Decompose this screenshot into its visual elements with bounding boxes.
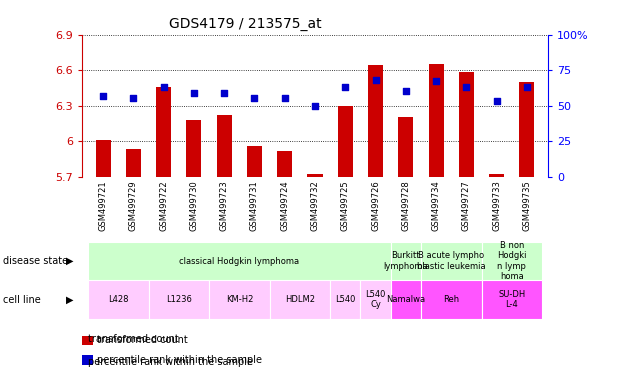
Text: L1236: L1236 [166,295,192,304]
Point [249,95,260,101]
FancyBboxPatch shape [421,280,481,319]
Point [159,84,169,90]
Text: GSM499730: GSM499730 [190,180,198,231]
FancyBboxPatch shape [391,242,421,280]
FancyBboxPatch shape [88,242,391,280]
FancyBboxPatch shape [391,280,421,319]
FancyBboxPatch shape [421,242,481,280]
Text: B non
Hodgki
n lymp
homa: B non Hodgki n lymp homa [497,241,527,281]
Text: GSM499728: GSM499728 [401,180,410,231]
FancyBboxPatch shape [270,280,330,319]
Text: L540: L540 [335,295,355,304]
Point [461,84,471,90]
FancyBboxPatch shape [481,280,542,319]
Text: cell line: cell line [3,295,41,305]
Bar [398,118,413,177]
Text: GSM499733: GSM499733 [492,180,501,231]
FancyBboxPatch shape [360,280,391,319]
Text: ▶: ▶ [66,295,73,305]
Text: L428: L428 [108,295,129,304]
Point [98,93,108,99]
Bar [428,64,444,177]
Text: GSM499724: GSM499724 [280,180,289,230]
FancyBboxPatch shape [149,280,209,319]
Bar [186,120,202,177]
Bar [247,146,262,177]
Bar [338,106,353,177]
Text: GSM499732: GSM499732 [311,180,319,231]
Text: transformed count: transformed count [88,334,179,344]
Bar [217,115,232,177]
Point [431,78,441,84]
Text: percentile rank within the sample: percentile rank within the sample [88,357,253,367]
Text: KM-H2: KM-H2 [226,295,253,304]
Text: GSM499729: GSM499729 [129,180,138,230]
Point [401,88,411,94]
Point [310,103,320,109]
Bar [519,82,534,177]
Text: GSM499723: GSM499723 [220,180,229,231]
Point [129,95,139,101]
FancyBboxPatch shape [209,280,270,319]
Bar [307,174,323,177]
Point [522,84,532,90]
Text: percentile rank within the sample: percentile rank within the sample [97,355,262,365]
Text: GSM499726: GSM499726 [371,180,380,231]
Bar [82,336,93,345]
Text: GSM499727: GSM499727 [462,180,471,231]
Point [340,84,350,90]
Bar [82,356,93,365]
Point [280,95,290,101]
Text: HDLM2: HDLM2 [285,295,315,304]
Text: GSM499735: GSM499735 [522,180,532,231]
Text: GSM499725: GSM499725 [341,180,350,230]
Text: Burkitt
lymphoma: Burkitt lymphoma [384,252,428,271]
Bar [156,87,171,177]
FancyBboxPatch shape [88,280,149,319]
Title: GDS4179 / 213575_at: GDS4179 / 213575_at [169,17,321,31]
Text: transformed count: transformed count [97,335,188,345]
Text: GSM499722: GSM499722 [159,180,168,230]
Text: GSM499721: GSM499721 [98,180,108,230]
Text: GSM499734: GSM499734 [432,180,440,231]
Text: disease state: disease state [3,256,68,266]
Point [370,77,381,83]
Bar [368,65,383,177]
FancyBboxPatch shape [330,280,360,319]
Bar [96,140,111,177]
Text: Reh: Reh [443,295,459,304]
Text: Namalwa: Namalwa [386,295,425,304]
Text: SU-DH
L-4: SU-DH L-4 [498,290,525,309]
Text: B acute lympho
blastic leukemia: B acute lympho blastic leukemia [417,252,486,271]
Text: classical Hodgkin lymphoma: classical Hodgkin lymphoma [180,257,299,266]
Point [189,90,199,96]
Point [219,90,229,96]
Point [491,98,501,104]
Bar [489,174,504,177]
FancyBboxPatch shape [481,242,542,280]
Bar [277,151,292,177]
Text: L540
Cy: L540 Cy [365,290,386,309]
Text: GSM499731: GSM499731 [250,180,259,231]
Bar [126,149,141,177]
Text: ▶: ▶ [66,256,73,266]
Bar [459,73,474,177]
